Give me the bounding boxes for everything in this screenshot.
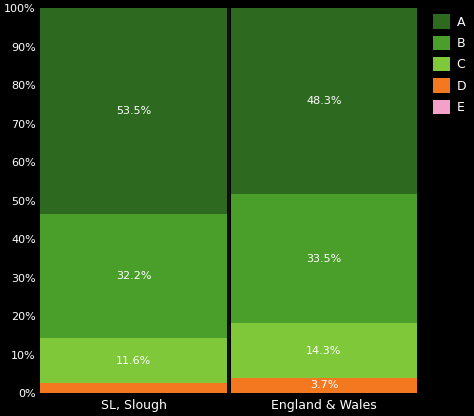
Text: 11.6%: 11.6% (116, 356, 151, 366)
Text: 3.7%: 3.7% (310, 380, 338, 390)
Bar (40, 214, 227, 338)
Text: 48.3%: 48.3% (306, 96, 342, 106)
Bar (40, 8, 227, 214)
Text: 32.2%: 32.2% (116, 271, 151, 281)
Bar (40, 383, 227, 393)
Text: 14.3%: 14.3% (306, 346, 342, 356)
Bar (231, 323, 417, 378)
Bar (231, 194, 417, 323)
Text: 33.5%: 33.5% (306, 254, 342, 264)
Text: 53.5%: 53.5% (116, 106, 151, 116)
Legend: A, B, C, D, E: A, B, C, D, E (429, 10, 470, 118)
Bar (40, 338, 227, 383)
Bar (231, 378, 417, 393)
Bar (231, 8, 417, 194)
